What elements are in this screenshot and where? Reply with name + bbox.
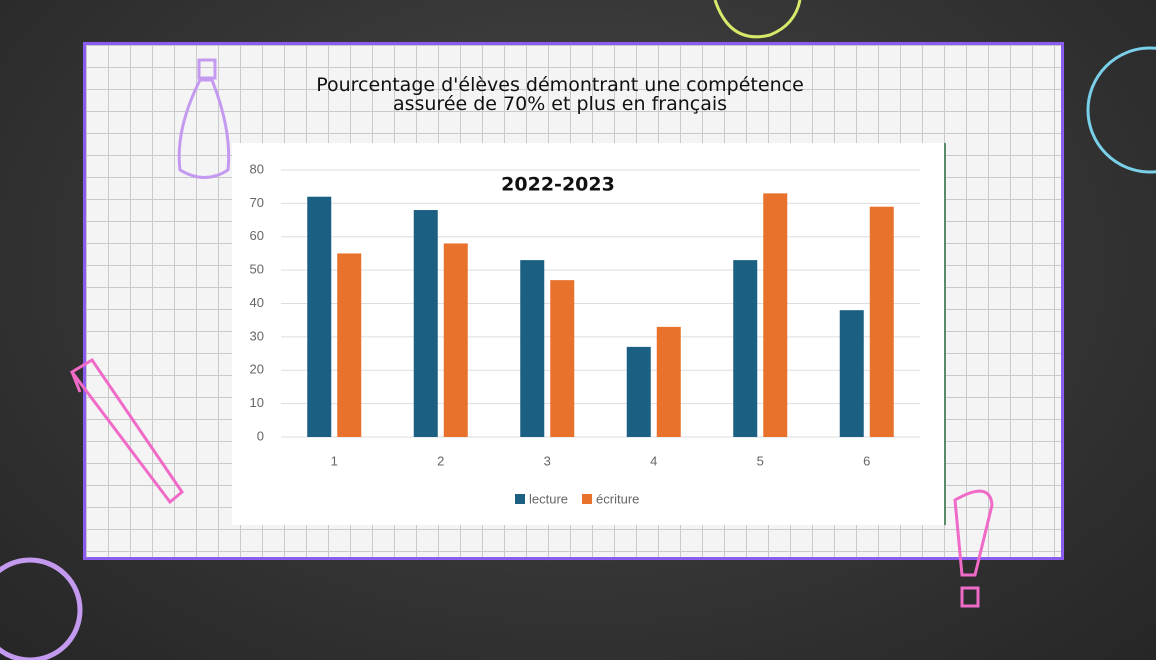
bar xyxy=(413,210,438,437)
y-tick-label: 50 xyxy=(250,262,264,277)
chart-subtitle: 2022-2023 xyxy=(501,174,615,196)
bar xyxy=(337,253,362,437)
doodle-globe xyxy=(1086,46,1156,174)
y-tick-label: 70 xyxy=(250,195,264,210)
legend-label: lecture xyxy=(529,491,568,506)
bar xyxy=(307,196,332,437)
doodle-lemon xyxy=(713,0,802,39)
bar xyxy=(869,206,894,437)
y-tick-label: 40 xyxy=(250,295,264,310)
x-tick-label: 5 xyxy=(757,453,764,468)
bar xyxy=(520,260,545,437)
x-tick-label: 1 xyxy=(331,453,338,468)
y-tick-label: 10 xyxy=(250,395,264,410)
bar xyxy=(733,260,758,437)
legend-swatch xyxy=(515,494,525,504)
doodle-exclamation xyxy=(953,489,994,577)
y-tick-label: 60 xyxy=(250,228,264,243)
bar xyxy=(443,243,468,437)
bar xyxy=(550,280,575,437)
y-tick-label: 0 xyxy=(257,428,264,443)
legend-swatch xyxy=(582,494,593,504)
x-tick-label: 6 xyxy=(863,453,870,468)
x-tick-label: 2 xyxy=(437,453,444,468)
bar xyxy=(839,310,864,437)
doodle-pencil xyxy=(69,357,185,505)
bar xyxy=(656,326,681,437)
bar xyxy=(626,346,651,437)
x-tick-label: 3 xyxy=(544,453,551,468)
x-tick-label: 4 xyxy=(650,453,657,468)
doodle-dot xyxy=(960,586,980,608)
doodle-cap xyxy=(197,58,217,80)
y-tick-label: 30 xyxy=(250,328,264,343)
doodle-circle xyxy=(0,557,83,660)
y-tick-label: 20 xyxy=(250,362,264,377)
doodle-bulb xyxy=(177,78,231,179)
chart-title: Pourcentage d'élèves démontrant une comp… xyxy=(316,74,804,115)
legend-label: écriture xyxy=(596,491,639,506)
bar xyxy=(763,193,788,437)
y-tick-label: 80 xyxy=(250,161,264,176)
